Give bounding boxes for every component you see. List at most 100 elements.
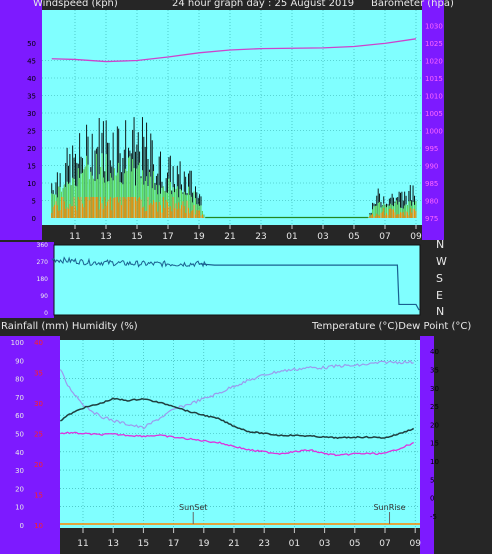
barometer-y-tick: 1030 (425, 23, 443, 31)
barometer-y-tick: 1010 (425, 93, 443, 101)
temp-x-tick: 01 (289, 539, 300, 549)
humidity-y-tick: 10 (15, 504, 24, 512)
temperature-y-tick: 20 (430, 421, 439, 429)
wind-y-tick: 15 (27, 163, 36, 171)
wind-x-tick: 15 (131, 232, 142, 242)
barometer-y-tick: 1000 (425, 128, 443, 136)
temp-x-tick: 15 (138, 539, 149, 549)
wind-y-tick: 30 (27, 110, 36, 118)
temp-x-tick: 19 (198, 539, 210, 549)
sunset-label: SunSet (179, 503, 207, 512)
wind-y-tick: 40 (27, 75, 36, 83)
wind-y-tick: 0 (32, 215, 36, 223)
temperature-y-tick: 25 (430, 403, 439, 411)
barometer-y-tick: 1015 (425, 75, 443, 83)
wind-y-tick: 50 (27, 40, 36, 48)
left-band-top (0, 0, 42, 240)
direction-label-n2: N (436, 305, 445, 318)
rain-y-tick: 35 (34, 370, 43, 378)
wind-y-tick: 25 (27, 128, 36, 136)
temp-x-tick: 09 (409, 539, 421, 549)
rain-y-tick: 40 (34, 339, 43, 347)
humidity-y-tick: 80 (15, 376, 24, 384)
temperature-y-tick: 40 (430, 348, 439, 356)
rain-y-tick: 10 (34, 522, 43, 530)
temp-x-tick: 03 (319, 539, 330, 549)
sunrise-label: SunRise (373, 503, 405, 512)
wind-x-tick: 11 (69, 232, 80, 242)
direction-y-tick: 0 (44, 310, 48, 317)
humidity-y-tick: 0 (20, 522, 24, 530)
chart-title: 24 hour graph day : 25 August 2019 (172, 0, 355, 9)
barometer-line (51, 38, 417, 63)
wind-x-tick: 17 (162, 232, 173, 242)
temperature-y-tick: 5 (430, 476, 434, 484)
temperature-y-tick: 30 (430, 385, 439, 393)
barometer-axis-title: Barometer (hpa) (371, 0, 454, 9)
right-band-bottom (420, 336, 434, 554)
temperature-y-tick: 15 (430, 440, 439, 448)
wind-x-tick: 05 (348, 232, 359, 242)
temp-x-tick: 13 (107, 539, 118, 549)
wind-y-tick: 20 (27, 145, 36, 153)
temperature-y-tick: 0 (430, 495, 434, 503)
wind-x-tick: 23 (255, 232, 266, 242)
rain-y-tick: 15 (34, 492, 43, 500)
wind-y-tick: 45 (27, 58, 36, 66)
direction-plot-area (53, 244, 421, 316)
wind-y-tick: 10 (27, 180, 36, 188)
rain-y-tick: 20 (34, 461, 43, 469)
barometer-y-tick: 990 (425, 163, 438, 171)
wind-x-tick: 13 (100, 232, 111, 242)
left-band-dir (0, 242, 54, 318)
direction-label-w: W (436, 255, 447, 268)
temp-x-tick: 05 (349, 539, 360, 549)
temperature-dewpoint-axis-title: Temperature (°C)Dew Point (°C) (312, 321, 472, 332)
right-band-top (422, 0, 444, 240)
temperature-y-tick: 10 (430, 458, 439, 466)
barometer-y-tick: 985 (425, 180, 438, 188)
direction-y-tick: 180 (37, 276, 49, 283)
barometer-y-tick: 995 (425, 145, 438, 153)
rain-y-tick: 30 (34, 400, 43, 408)
wind-x-tick: 01 (286, 232, 297, 242)
windspeed-axis-title: Windspeed (kph) (33, 0, 118, 9)
band-bottom (0, 336, 60, 554)
barometer-y-tick: 1005 (425, 110, 443, 118)
humidity-y-tick: 90 (15, 357, 24, 365)
barometer-y-tick: 975 (425, 215, 438, 223)
humidity-y-tick: 50 (15, 431, 24, 439)
temperature-y-tick: 35 (430, 366, 439, 374)
barometer-y-tick: 980 (425, 198, 438, 206)
direction-label-n1: N (436, 238, 445, 251)
temp-plot-area (60, 340, 420, 528)
temperature-y-tick: -5 (430, 513, 437, 521)
direction-y-tick: 90 (40, 293, 48, 300)
rain-humidity-axis-title: Rainfall (mm) Humidity (%) (1, 321, 138, 332)
humidity-line (59, 359, 414, 430)
direction-y-tick: 270 (37, 259, 49, 266)
humidity-y-tick: 40 (15, 449, 24, 457)
wind-x-tick: 09 (410, 232, 422, 242)
direction-line (198, 263, 420, 311)
direction-label-e: E (436, 289, 443, 302)
wind-x-tick: 21 (224, 232, 235, 242)
wind-x-tick: 19 (193, 232, 205, 242)
direction-label-s: S (436, 272, 443, 285)
wind-x-tick: 03 (317, 232, 328, 242)
barometer-y-tick: 1025 (425, 40, 443, 48)
humidity-y-tick: 70 (15, 394, 24, 402)
temp-x-tick: 23 (258, 539, 269, 549)
rain-y-tick: 25 (34, 431, 43, 439)
temperature-line (59, 397, 415, 440)
temp-x-tick: 21 (228, 539, 239, 549)
wind-x-tick: 07 (379, 232, 390, 242)
humidity-y-tick: 60 (15, 412, 24, 420)
barometer-y-tick: 1020 (425, 58, 443, 66)
wind-y-tick: 35 (27, 93, 36, 101)
humidity-y-tick: 100 (11, 339, 24, 347)
temp-x-tick: 11 (77, 539, 88, 549)
humidity-y-tick: 30 (15, 467, 24, 475)
temp-x-tick: 07 (379, 539, 390, 549)
